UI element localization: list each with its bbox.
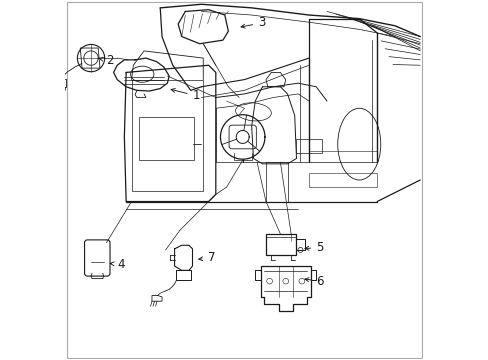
Text: 3: 3: [241, 17, 265, 30]
Text: 7: 7: [198, 251, 215, 264]
Text: 2: 2: [99, 54, 114, 67]
Bar: [265, 234, 296, 255]
Bar: [139, 117, 194, 160]
Text: 5: 5: [305, 241, 323, 254]
Text: 4: 4: [110, 258, 124, 271]
Text: 1: 1: [171, 89, 200, 102]
Text: 6: 6: [305, 275, 323, 288]
Bar: [296, 139, 321, 153]
Bar: [308, 173, 376, 187]
Bar: [296, 239, 305, 250]
